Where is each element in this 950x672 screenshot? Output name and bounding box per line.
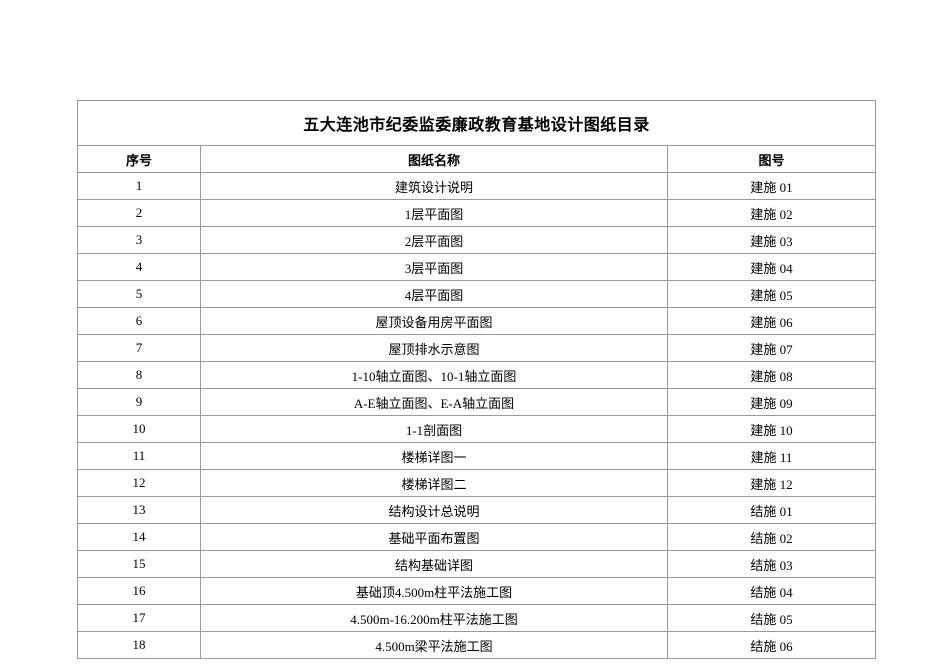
row-serial-number: 4 xyxy=(77,253,201,281)
table-row: 15 结构基础详图 结施 03 xyxy=(77,550,877,578)
row-serial-number: 5 xyxy=(77,280,201,308)
row-serial-number: 2 xyxy=(77,199,201,227)
table-row: 8 1-10轴立面图、10-1轴立面图 建施 08 xyxy=(77,361,877,389)
table-title: 五大连池市纪委监委廉政教育基地设计图纸目录 xyxy=(76,100,877,146)
row-serial-number: 1 xyxy=(77,172,201,200)
row-drawing-code: 建施 01 xyxy=(666,172,877,200)
row-drawing-name: 屋顶设备用房平面图 xyxy=(200,307,668,335)
row-drawing-code: 结施 05 xyxy=(666,604,877,632)
row-drawing-code: 结施 02 xyxy=(666,523,877,551)
table-row: 11 楼梯详图一 建施 11 xyxy=(77,442,877,470)
table-row: 2 1层平面图 建施 02 xyxy=(77,199,877,227)
row-serial-number: 9 xyxy=(77,388,201,416)
table-row: 9 A-E轴立面图、E-A轴立面图 建施 09 xyxy=(77,388,877,416)
row-drawing-name: 楼梯详图一 xyxy=(200,442,668,470)
row-drawing-code: 建施 04 xyxy=(666,253,877,281)
header-row: 序号 图纸名称 图号 xyxy=(77,145,877,173)
table-row: 7 屋顶排水示意图 建施 07 xyxy=(77,334,877,362)
row-drawing-name: 1-10轴立面图、10-1轴立面图 xyxy=(200,361,668,389)
row-drawing-name: 结构设计总说明 xyxy=(200,496,668,524)
row-serial-number: 10 xyxy=(77,415,201,443)
row-drawing-code: 建施 02 xyxy=(666,199,877,227)
row-drawing-name: 基础平面布置图 xyxy=(200,523,668,551)
title-row: 五大连池市纪委监委廉政教育基地设计图纸目录 xyxy=(76,100,877,146)
table-row: 16 基础顶4.500m柱平法施工图 结施 04 xyxy=(77,577,877,605)
row-drawing-name: 3层平面图 xyxy=(200,253,668,281)
row-drawing-code: 建施 03 xyxy=(666,226,877,254)
table-row: 14 基础平面布置图 结施 02 xyxy=(77,523,877,551)
row-drawing-name: 结构基础详图 xyxy=(200,550,668,578)
row-drawing-name: 4层平面图 xyxy=(200,280,668,308)
row-serial-number: 7 xyxy=(77,334,201,362)
table-row: 10 1-1剖面图 建施 10 xyxy=(77,415,877,443)
row-serial-number: 14 xyxy=(77,523,201,551)
table-row: 4 3层平面图 建施 04 xyxy=(77,253,877,281)
row-drawing-code: 建施 09 xyxy=(666,388,877,416)
table-row: 5 4层平面图 建施 05 xyxy=(77,280,877,308)
row-serial-number: 8 xyxy=(77,361,201,389)
row-serial-number: 16 xyxy=(77,577,201,605)
row-drawing-name: 2层平面图 xyxy=(200,226,668,254)
row-serial-number: 18 xyxy=(77,631,201,659)
table-row: 13 结构设计总说明 结施 01 xyxy=(77,496,877,524)
row-drawing-name: 基础顶4.500m柱平法施工图 xyxy=(200,577,668,605)
row-drawing-name: A-E轴立面图、E-A轴立面图 xyxy=(200,388,668,416)
row-drawing-code: 结施 01 xyxy=(666,496,877,524)
column-header-drawing-name: 图纸名称 xyxy=(200,145,668,173)
row-drawing-code: 建施 10 xyxy=(666,415,877,443)
row-drawing-name: 屋顶排水示意图 xyxy=(200,334,668,362)
table-row: 3 2层平面图 建施 03 xyxy=(77,226,877,254)
row-drawing-code: 结施 06 xyxy=(666,631,877,659)
row-drawing-name: 4.500m-16.200m柱平法施工图 xyxy=(200,604,668,632)
row-serial-number: 6 xyxy=(77,307,201,335)
row-serial-number: 15 xyxy=(77,550,201,578)
row-drawing-name: 建筑设计说明 xyxy=(200,172,668,200)
column-header-serial-number: 序号 xyxy=(77,145,201,173)
row-drawing-code: 建施 08 xyxy=(666,361,877,389)
row-serial-number: 13 xyxy=(77,496,201,524)
row-serial-number: 17 xyxy=(77,604,201,632)
table-row: 18 4.500m梁平法施工图 结施 06 xyxy=(77,631,877,659)
row-drawing-code: 建施 12 xyxy=(666,469,877,497)
row-drawing-code: 建施 07 xyxy=(666,334,877,362)
row-drawing-code: 结施 03 xyxy=(666,550,877,578)
row-drawing-name: 4.500m梁平法施工图 xyxy=(200,631,668,659)
row-drawing-code: 建施 11 xyxy=(666,442,877,470)
table-body: 1 建筑设计说明 建施 01 2 1层平面图 建施 02 3 2层平面图 建施 03 4 3层平面图… xyxy=(77,172,877,659)
row-serial-number: 12 xyxy=(77,469,201,497)
row-serial-number: 11 xyxy=(77,442,201,470)
table-row: 6 屋顶设备用房平面图 建施 06 xyxy=(77,307,877,335)
row-serial-number: 3 xyxy=(77,226,201,254)
row-drawing-code: 建施 06 xyxy=(666,307,877,335)
column-header-drawing-code: 图号 xyxy=(666,145,877,173)
table-row: 17 4.500m-16.200m柱平法施工图 结施 05 xyxy=(77,604,877,632)
row-drawing-name: 1-1剖面图 xyxy=(200,415,668,443)
row-drawing-name: 1层平面图 xyxy=(200,199,668,227)
drawing-index-table: 五大连池市纪委监委廉政教育基地设计图纸目录 序号 图纸名称 图号 1 建筑设计说明… xyxy=(76,100,877,659)
row-drawing-name: 楼梯详图二 xyxy=(200,469,668,497)
row-drawing-code: 建施 05 xyxy=(666,280,877,308)
row-drawing-code: 结施 04 xyxy=(666,577,877,605)
table-row: 1 建筑设计说明 建施 01 xyxy=(77,172,877,200)
table-row: 12 楼梯详图二 建施 12 xyxy=(77,469,877,497)
